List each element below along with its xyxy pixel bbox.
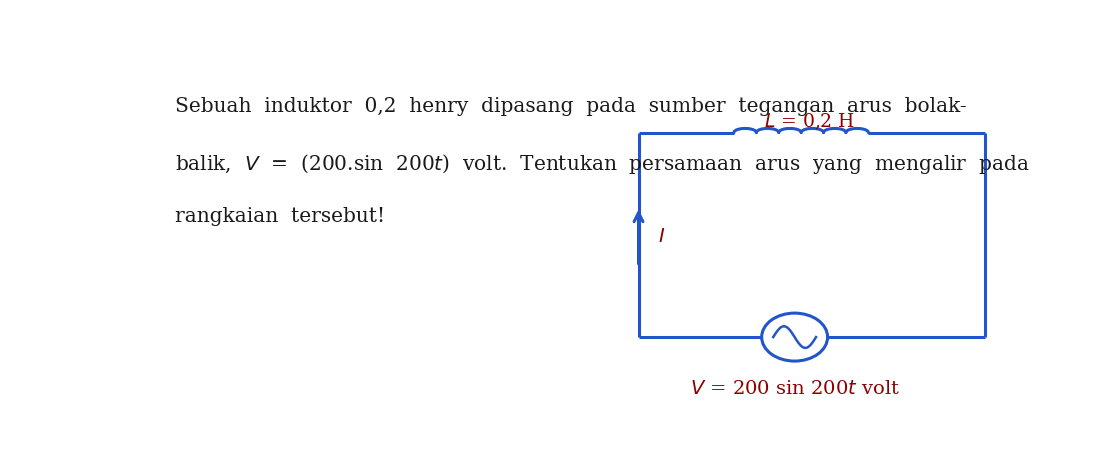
Text: $V$ = 200 sin 200$t$ volt: $V$ = 200 sin 200$t$ volt [689,381,900,398]
Text: rangkaian  tersebut!: rangkaian tersebut! [175,207,385,226]
Text: Sebuah  induktor  0,2  henry  dipasang  pada  sumber  tegangan  arus  bolak-: Sebuah induktor 0,2 henry dipasang pada … [175,97,966,116]
Text: balik,  $V$  =  (200.sin  200$t$)  volt.  Tentukan  persamaan  arus  yang  menga: balik, $V$ = (200.sin 200$t$) volt. Tent… [175,152,1029,176]
Text: $L$ = 0,2 H: $L$ = 0,2 H [764,112,855,132]
Text: $I$: $I$ [658,228,665,245]
